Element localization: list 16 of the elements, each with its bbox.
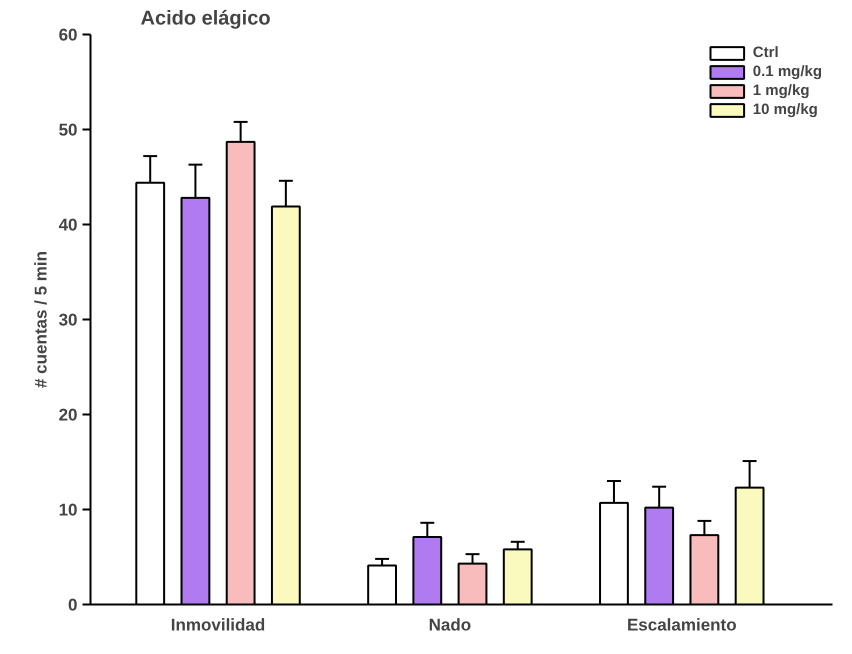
y-axis-title: # cuentas / 5 min [32,251,51,388]
y-tick-label: 20 [58,406,78,424]
x-tick-label: Nado [428,616,472,634]
legend-label: 0.1 mg/kg [752,63,822,80]
x-tick-label: Inmovilidad [170,616,266,634]
y-tick-label: 10 [58,500,78,520]
x-tick-label: Escalamiento [626,616,737,634]
y-tick-label: 50 [58,120,78,140]
chart-title: Acido elágico [140,8,271,30]
y-tick-label: 0 [68,596,78,614]
y-tick-label: 40 [58,216,78,234]
legend-label: 1 mg/kg [752,82,810,99]
legend-label: Ctrl [752,44,779,61]
y-tick-label: 60 [58,26,78,44]
legend-label: 10 mg/kg [752,101,818,118]
y-tick-label: 30 [58,310,78,330]
